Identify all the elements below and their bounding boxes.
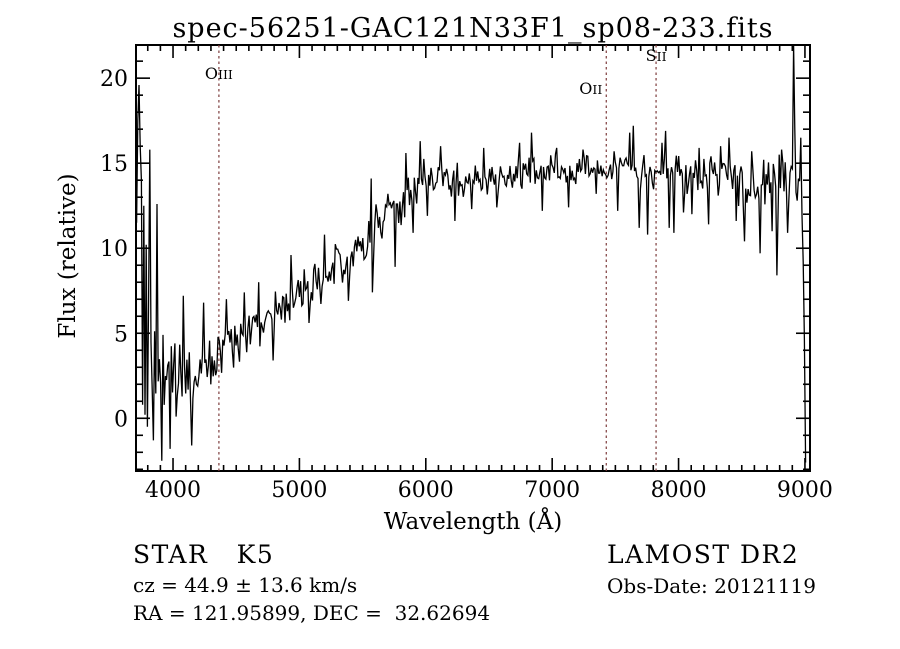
x-tick-label: 4000 — [145, 478, 201, 503]
plot-title: spec-56251-GAC121N33F1_sp08-233.fits — [172, 13, 773, 44]
plot-frame — [135, 44, 811, 472]
y-tick-label: 0 — [114, 407, 128, 432]
x-tick-labels: 4000 5000 6000 7000 8000 9000 — [145, 478, 833, 503]
ra-dec-text: RA = 121.95899, DEC = 32.62694 — [133, 601, 491, 625]
obs-date-text: Obs-Date: 20121119 — [607, 574, 816, 598]
x-tick-label: 7000 — [524, 478, 580, 503]
spectral-line-label-oiii: OIII — [205, 64, 233, 83]
spectrum-trace — [136, 45, 807, 463]
y-tick-label: 5 — [114, 322, 128, 347]
x-axis-label: Wavelength (Å) — [384, 507, 562, 535]
x-tick-label: 5000 — [271, 478, 327, 503]
x-tick-label: 6000 — [398, 478, 454, 503]
x-tick-label: 9000 — [777, 478, 833, 503]
spectral-line-label-sii: SII — [646, 46, 667, 65]
spectral-line-label-oii: OII — [579, 79, 602, 98]
classification-text: STAR K5 — [133, 540, 275, 569]
y-axis-label: Flux (relative) — [55, 173, 81, 338]
spectral-line-markers: OIII OII SII — [205, 45, 667, 471]
y-tick-label: 10 — [100, 237, 128, 262]
y-tick-label: 15 — [100, 152, 128, 177]
y-tick-label: 20 — [100, 67, 128, 92]
y-tick-labels: 0 5 10 15 20 — [100, 67, 128, 432]
axis-ticks — [136, 45, 810, 471]
survey-release-text: LAMOST DR2 — [607, 540, 800, 569]
x-tick-label: 8000 — [651, 478, 707, 503]
cz-velocity-text: cz = 44.9 ± 13.6 km/s — [133, 573, 358, 597]
